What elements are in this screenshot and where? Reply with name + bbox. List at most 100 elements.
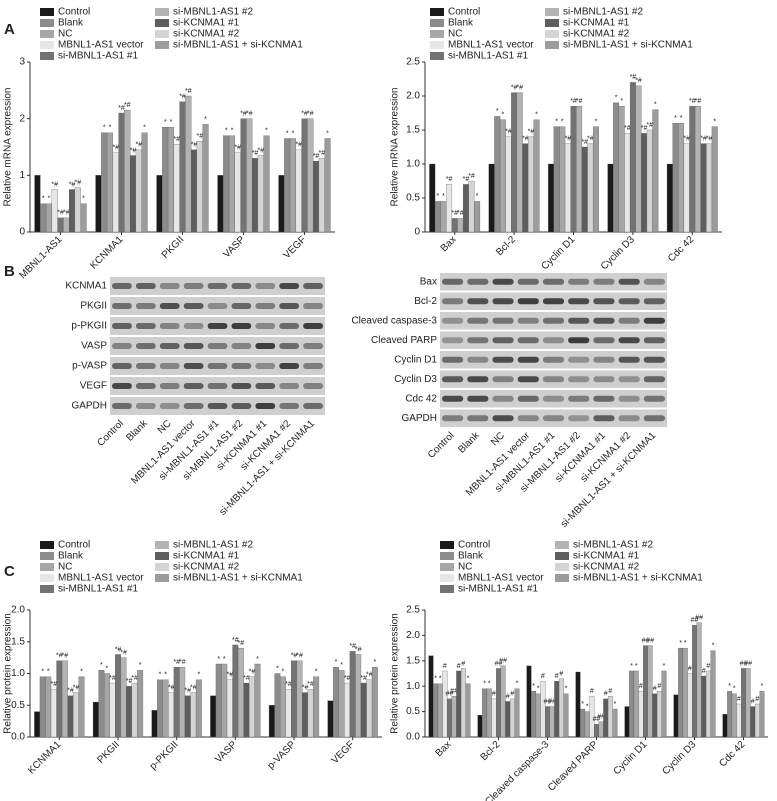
significance-mark: *# — [301, 111, 308, 118]
blot-band — [231, 303, 252, 309]
bar — [692, 625, 697, 738]
significance-mark: *# — [73, 684, 80, 691]
bar — [526, 665, 532, 738]
significance-mark: * — [581, 701, 584, 708]
bar — [185, 95, 192, 233]
blot-band — [568, 415, 590, 422]
y-tick-label: 2.0 — [11, 605, 25, 616]
bar — [223, 135, 230, 233]
legend-label: NC — [58, 562, 72, 573]
bar — [442, 670, 448, 738]
significance-mark: * — [217, 656, 220, 663]
significance-mark: * — [256, 656, 259, 663]
blot-band — [643, 395, 665, 402]
blot-band — [207, 363, 228, 369]
blot-band — [467, 298, 489, 305]
significance-mark: *# — [130, 147, 137, 154]
legend-label: si-KCNMA1 #2 — [173, 562, 240, 573]
blot-band — [442, 395, 464, 402]
significance-mark: *# — [446, 176, 453, 183]
bar — [39, 676, 46, 738]
significance-mark: ## — [597, 714, 605, 721]
significance-mark: *# — [457, 210, 464, 217]
legend-swatch — [430, 19, 444, 27]
bar — [666, 163, 673, 233]
legend-label: Control — [58, 540, 90, 551]
blot-row-label: KCNMA1 — [65, 281, 107, 292]
blot-band — [279, 343, 300, 349]
blot-band — [279, 363, 300, 369]
bar — [162, 127, 169, 233]
x-tick-label: VEGF — [330, 739, 357, 766]
significance-mark: * — [315, 669, 318, 676]
bar — [57, 217, 64, 233]
significance-mark: * — [82, 196, 85, 203]
bar — [92, 701, 99, 738]
blot-band — [467, 278, 489, 285]
blot-band — [442, 337, 464, 344]
bar — [74, 187, 81, 233]
significance-mark: * — [204, 116, 207, 123]
bar — [307, 118, 314, 233]
significance-mark: * — [516, 681, 519, 688]
bar — [711, 126, 718, 233]
bar — [179, 667, 186, 738]
blot-row-label: Bax — [420, 276, 437, 287]
blot-band — [255, 363, 276, 369]
significance-mark: * — [265, 128, 268, 135]
legend-label: si-KCNMA1 #1 — [173, 551, 240, 562]
bar — [451, 696, 457, 738]
significance-mark: *# — [112, 145, 119, 152]
significance-mark: *# — [57, 210, 64, 217]
significance-mark: *# — [74, 180, 81, 187]
bar — [232, 644, 239, 738]
significance-mark: * — [326, 130, 329, 137]
significance-mark: * — [282, 669, 285, 676]
bar — [249, 676, 255, 738]
significance-mark: ## — [544, 698, 552, 705]
significance-mark: *# — [126, 678, 133, 685]
blot-row-label: VEGF — [80, 381, 107, 392]
significance-mark: *# — [118, 105, 125, 112]
bar — [215, 663, 222, 738]
blot-band — [618, 415, 640, 422]
significance-mark: * — [476, 193, 479, 200]
bar — [355, 654, 362, 738]
significance-mark: *# — [581, 139, 588, 146]
blot-strip — [110, 337, 325, 355]
significance-mark: *# — [505, 129, 512, 136]
bar — [678, 647, 684, 738]
bar — [564, 143, 571, 233]
bar — [499, 119, 506, 233]
bar — [754, 703, 760, 738]
legend-label: si-MBNL1-AS1 #1 — [58, 51, 138, 62]
blot-band — [112, 383, 132, 389]
blot-band — [207, 383, 228, 389]
bar — [327, 700, 334, 738]
legend-swatch — [155, 541, 169, 549]
significance-mark: *# — [190, 684, 197, 691]
significance-mark: *# — [360, 675, 367, 682]
bar — [240, 118, 247, 233]
significance-mark: * — [164, 672, 167, 679]
y-tick-label: 0 — [414, 227, 420, 238]
blot-band — [112, 303, 132, 309]
blot-row-label: VASP — [81, 341, 107, 352]
legend-swatch — [155, 30, 169, 38]
significance-mark: * — [47, 669, 50, 676]
blot-band — [618, 298, 640, 305]
significance-mark: ## — [499, 658, 507, 665]
bar — [333, 667, 339, 738]
significance-mark: # — [510, 691, 514, 698]
blot-band — [542, 356, 565, 363]
significance-mark: * — [496, 108, 499, 115]
legend-label: Control — [448, 7, 480, 18]
bar — [641, 133, 648, 233]
legend-label: si-KCNMA1 #2 — [563, 29, 630, 40]
blot-row-label: GAPDH — [401, 413, 437, 424]
blot-band — [492, 376, 514, 383]
significance-mark: * — [276, 665, 279, 672]
blot-band — [467, 356, 489, 363]
bar — [34, 175, 41, 233]
significance-mark: *# — [249, 669, 256, 676]
